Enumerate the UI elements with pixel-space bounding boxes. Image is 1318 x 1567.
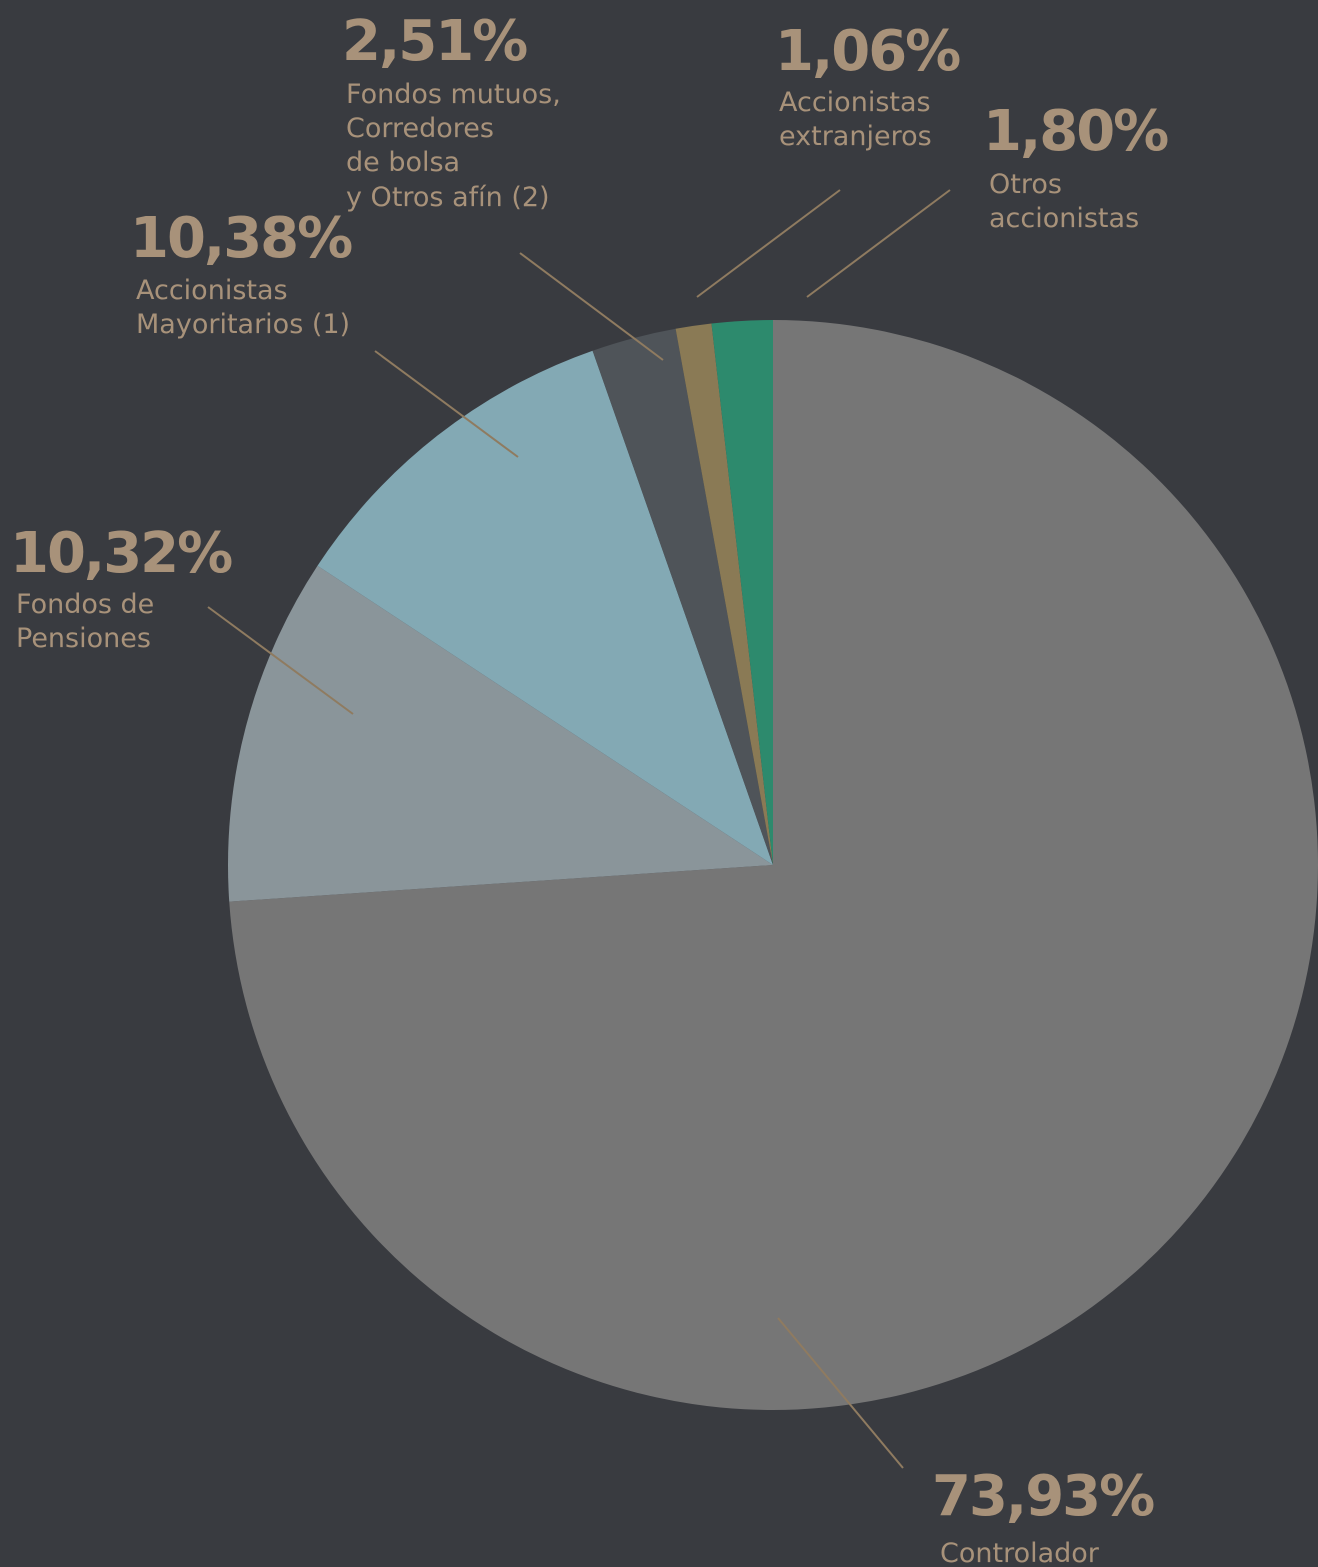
leader-line: [697, 190, 840, 297]
value-label: 10,38%: [130, 206, 352, 271]
slice-label: Fondos de: [16, 589, 154, 620]
slice-label: Controlador: [940, 1538, 1100, 1567]
value-label: 73,93%: [932, 1464, 1154, 1529]
leader-line: [807, 190, 950, 297]
chart: 73,93% Controlador 10,32%Fondos dePensione…: [0, 0, 1318, 1567]
slice-label: Fondos mutuos,: [346, 79, 561, 110]
slice-label: Accionistas: [136, 275, 288, 306]
value-label: 1,06%: [775, 19, 960, 84]
slice-label: extranjeros: [779, 121, 932, 152]
slice-label: Otros: [989, 169, 1062, 200]
slice-label: Pensiones: [16, 623, 151, 654]
slice-label: Corredores: [346, 113, 494, 144]
slice-label: Mayoritarios (1): [136, 309, 350, 340]
slice-label: y Otros afín (2): [346, 182, 550, 213]
slice-label: accionistas: [989, 203, 1139, 234]
page: 73,93% Controlador 10,32%Fondos dePensione…: [0, 0, 1318, 1567]
value-label: 10,32%: [10, 521, 232, 586]
value-label: 1,80%: [983, 99, 1168, 164]
slice-label: Accionistas: [779, 87, 931, 118]
value-label: 2,51%: [342, 9, 527, 74]
leader-line: [520, 253, 663, 360]
slice-label: de bolsa: [346, 147, 460, 178]
